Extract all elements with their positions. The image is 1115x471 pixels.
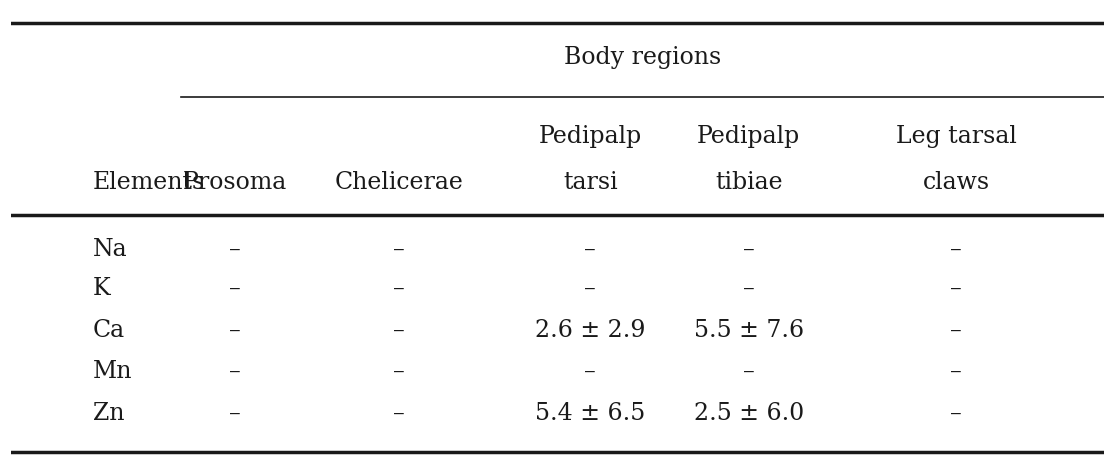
Text: Prosoma: Prosoma [183,171,288,194]
Text: –: – [230,318,241,341]
Text: 2.6 ± 2.9: 2.6 ± 2.9 [535,318,646,341]
Text: –: – [743,360,755,383]
Text: Chelicerae: Chelicerae [334,171,464,194]
Text: –: – [230,402,241,425]
Text: –: – [743,277,755,300]
Text: –: – [394,402,405,425]
Text: –: – [230,238,241,261]
Text: K: K [93,277,110,300]
Text: tarsi: tarsi [563,171,618,194]
Text: Pedipalp: Pedipalp [697,125,801,148]
Text: Elements: Elements [93,171,205,194]
Text: Zn: Zn [93,402,125,425]
Text: –: – [950,277,962,300]
Text: Pedipalp: Pedipalp [539,125,642,148]
Text: –: – [394,277,405,300]
Text: 2.5 ± 6.0: 2.5 ± 6.0 [694,402,804,425]
Text: –: – [950,360,962,383]
Text: –: – [230,277,241,300]
Text: –: – [394,238,405,261]
Text: –: – [584,360,597,383]
Text: Body regions: Body regions [563,46,720,69]
Text: Ca: Ca [93,318,125,341]
Text: tibiae: tibiae [715,171,783,194]
Text: –: – [394,360,405,383]
Text: Na: Na [93,238,128,261]
Text: –: – [743,238,755,261]
Text: 5.4 ± 6.5: 5.4 ± 6.5 [535,402,646,425]
Text: 5.5 ± 7.6: 5.5 ± 7.6 [694,318,804,341]
Text: Leg tarsal: Leg tarsal [895,125,1017,148]
Text: claws: claws [923,171,990,194]
Text: –: – [584,277,597,300]
Text: Mn: Mn [93,360,133,383]
Text: –: – [394,318,405,341]
Text: –: – [230,360,241,383]
Text: –: – [950,318,962,341]
Text: –: – [950,402,962,425]
Text: –: – [584,238,597,261]
Text: –: – [950,238,962,261]
